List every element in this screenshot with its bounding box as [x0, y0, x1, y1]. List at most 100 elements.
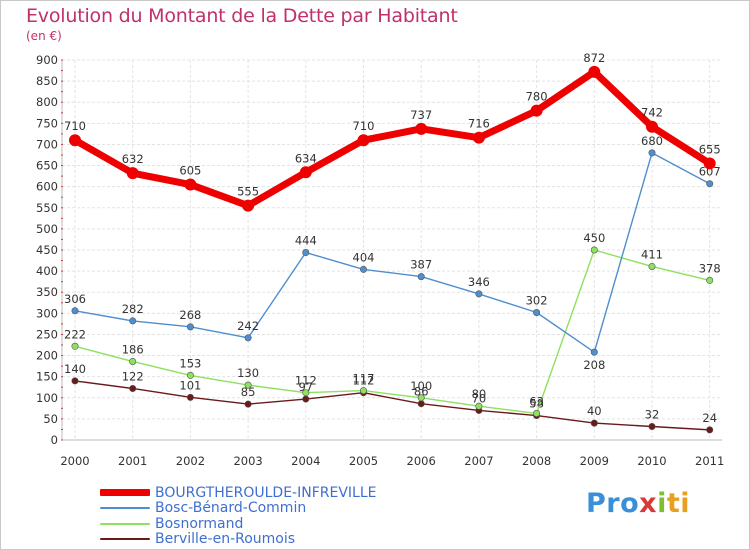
data-point	[129, 384, 137, 392]
data-label: 242	[237, 319, 259, 333]
x-tick-label: 2007	[464, 454, 493, 468]
data-label: 655	[699, 142, 721, 156]
data-label: 40	[587, 404, 602, 418]
data-label: 117	[353, 372, 375, 386]
data-label: 444	[295, 234, 317, 248]
data-point	[69, 134, 81, 147]
data-point	[646, 120, 658, 133]
data-label: 86	[414, 385, 429, 399]
data-point	[415, 122, 428, 135]
x-tick-label: 2009	[580, 454, 609, 468]
data-point	[417, 400, 425, 408]
legend-item: Bosc-Bénard-Commin	[100, 500, 376, 517]
data-point	[126, 167, 139, 180]
data-point	[359, 265, 367, 273]
data-label: 872	[583, 51, 605, 65]
data-point	[357, 134, 370, 147]
data-point	[71, 342, 79, 350]
x-tick-label: 2004	[291, 454, 320, 468]
data-label: 411	[641, 247, 663, 261]
data-label: 100	[410, 379, 432, 393]
data-label: 186	[122, 342, 144, 356]
data-point	[706, 180, 714, 188]
x-tick-label: 2011	[695, 454, 724, 468]
y-tick-label: 300	[36, 306, 58, 320]
data-label: 282	[122, 302, 144, 316]
data-point	[129, 357, 137, 365]
legend-label: Bosc-Bénard-Commin	[155, 500, 307, 517]
y-tick-label: 400	[36, 264, 58, 278]
data-label: 306	[64, 292, 86, 306]
y-tick-label: 200	[36, 349, 58, 363]
data-point	[648, 262, 656, 270]
proxiti-logo: Proxiti	[586, 488, 691, 519]
data-point	[590, 419, 598, 427]
data-label: 70	[472, 391, 487, 405]
legend-label: BOURGTHEROULDE-INFREVILLE	[155, 484, 377, 501]
data-label: 555	[237, 185, 259, 199]
data-label: 378	[699, 261, 721, 275]
y-tick-label: 850	[36, 74, 58, 88]
y-tick-label: 550	[36, 201, 58, 215]
data-point	[244, 381, 252, 389]
x-tick-label: 2001	[118, 454, 147, 468]
y-tick-label: 0	[51, 433, 58, 447]
data-point	[186, 393, 194, 401]
data-point	[706, 426, 714, 434]
data-point	[475, 290, 483, 298]
data-point	[472, 131, 485, 144]
data-label: 97	[298, 380, 313, 394]
y-tick-label: 450	[36, 243, 58, 257]
data-point	[71, 307, 79, 315]
series-line-3	[74, 380, 711, 431]
x-tick-label: 2000	[60, 454, 89, 468]
data-point	[648, 149, 656, 157]
x-tick-label: 2010	[637, 454, 666, 468]
legend-item: BOURGTHEROULDE-INFREVILLE	[100, 485, 376, 501]
data-label: 222	[64, 327, 86, 341]
y-tick-label: 750	[36, 116, 58, 130]
data-label: 632	[122, 152, 144, 166]
y-tick-label: 650	[36, 159, 58, 173]
data-point	[244, 400, 252, 408]
data-point	[299, 166, 312, 179]
series-line-0	[71, 68, 714, 210]
y-tick-label: 100	[36, 391, 58, 405]
data-label: 387	[410, 258, 432, 272]
data-label: 63	[529, 394, 544, 408]
data-point	[186, 371, 194, 379]
data-label: 710	[64, 119, 86, 133]
legend-swatch	[100, 507, 150, 510]
x-tick-label: 2006	[407, 454, 436, 468]
data-label: 130	[237, 366, 259, 380]
y-tick-label: 150	[36, 370, 58, 384]
y-tick-label: 600	[36, 180, 58, 194]
data-label: 710	[353, 119, 375, 133]
x-tick-label: 2005	[349, 454, 378, 468]
legend-item: Bosnormand	[100, 516, 376, 532]
data-label: 32	[645, 407, 660, 421]
x-tick-label: 2003	[233, 454, 262, 468]
legend-swatch	[100, 489, 150, 497]
chart-title: Evolution du Montant de la Dette par Hab…	[26, 5, 458, 27]
data-point	[648, 422, 656, 430]
data-label: 122	[122, 369, 144, 383]
data-label: 737	[410, 108, 432, 122]
data-label: 80	[472, 387, 487, 401]
legend-swatch	[100, 522, 150, 525]
data-label: 716	[468, 117, 490, 131]
data-point	[703, 157, 716, 170]
x-tick-label: 2002	[176, 454, 205, 468]
data-label: 112	[353, 374, 375, 388]
y-tick-label: 250	[36, 327, 58, 341]
series-line-2	[74, 249, 711, 415]
data-point	[129, 317, 137, 325]
data-point	[184, 178, 197, 191]
data-point	[186, 323, 194, 331]
data-label: 58	[529, 397, 544, 411]
data-point	[417, 394, 425, 402]
x-tick-label: 2008	[522, 454, 551, 468]
data-point	[302, 249, 310, 257]
data-point	[302, 395, 310, 403]
